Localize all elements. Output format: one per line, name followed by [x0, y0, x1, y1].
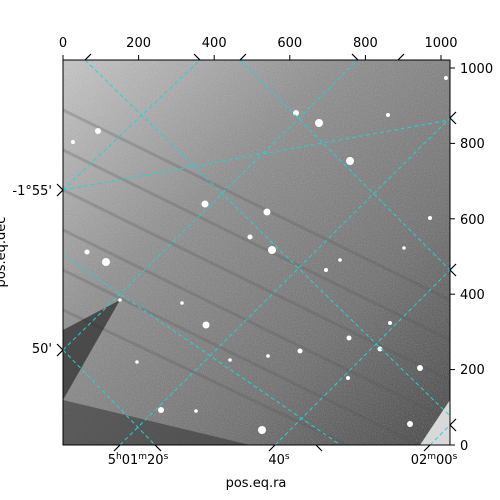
right-tick-1000: 1000: [460, 62, 493, 77]
ra-tick-2: 40s: [268, 452, 290, 468]
right-tick-400: 400: [460, 288, 485, 303]
wcs-edge-ticks: [56, 53, 457, 452]
top-tick-0: 0: [59, 36, 67, 51]
right-tick-800: 800: [460, 137, 485, 152]
top-tick-800: 800: [353, 36, 378, 51]
sky-image: [63, 60, 450, 445]
right-tick-200: 200: [460, 363, 485, 378]
coordinate-grid: [63, 60, 450, 445]
right-pixel-axis: [450, 67, 455, 446]
plot-frame: [62, 59, 451, 446]
right-tick-600: 600: [460, 213, 485, 228]
stars: [71, 76, 448, 434]
x-axis-title: pos.eq.ra: [226, 476, 287, 491]
top-tick-200: 200: [126, 36, 151, 51]
top-tick-400: 400: [202, 36, 227, 51]
ra-tick-3: 02m00s: [411, 452, 458, 468]
right-tick-0: 0: [460, 439, 468, 454]
top-pixel-axis: [62, 55, 442, 60]
ra-tick-1: 5h01m20s: [108, 452, 169, 468]
top-tick-600: 600: [277, 36, 302, 51]
top-tick-1000: 1000: [424, 36, 457, 51]
dec-tick-2: 50': [32, 342, 52, 357]
y-axis-title: pos.eq.dec: [0, 217, 9, 288]
dec-tick-1: -1°55': [12, 184, 52, 199]
